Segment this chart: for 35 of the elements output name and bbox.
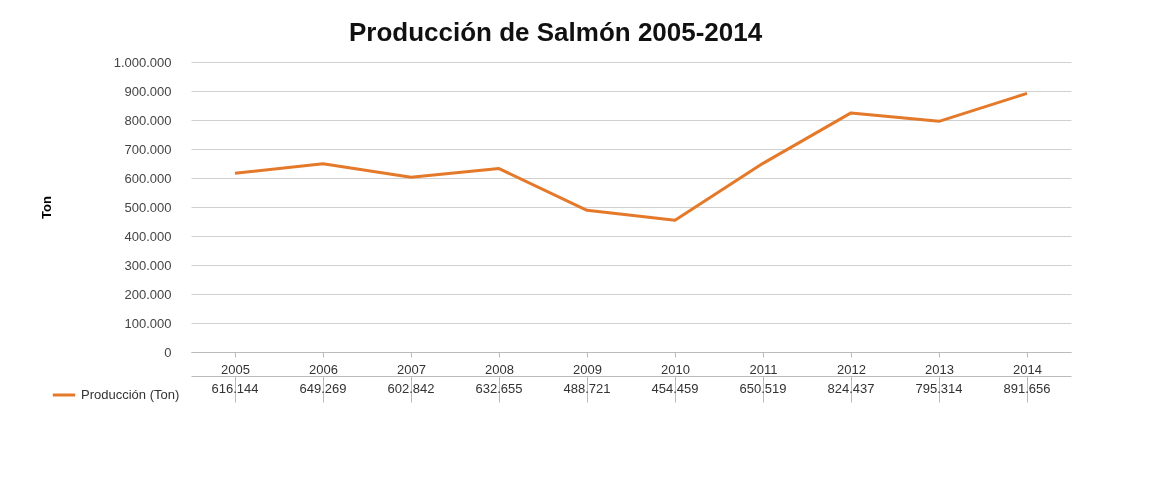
y-axis-title: Ton (38, 196, 54, 219)
x-tick-label: 2011 (749, 361, 778, 377)
chart-title: Producción de Salmón 2005-2014 (348, 17, 763, 47)
data-label: 488.721 (563, 381, 611, 396)
x-tick-label: 2013 (925, 361, 954, 377)
data-label: 650.519 (739, 381, 787, 396)
y-tick-label: 900.000 (124, 83, 172, 99)
y-tick-label: 200.000 (124, 286, 172, 302)
line-series (233, 91, 1029, 222)
data-label: 602.842 (387, 381, 435, 396)
x-tick-label: 2007 (397, 361, 426, 377)
y-tick-label: 0 (164, 344, 172, 360)
x-tick-label: 2006 (309, 361, 338, 377)
data-label: 616.144 (211, 381, 259, 396)
data-label: 824.437 (827, 381, 875, 396)
y-tick-label: 1.000.000 (113, 54, 172, 70)
data-label: 795.314 (915, 381, 963, 396)
y-tick-label: 500.000 (124, 199, 172, 215)
data-label: 649.269 (299, 381, 347, 396)
data-label: 454.459 (651, 381, 699, 396)
data-label: 632.655 (475, 381, 523, 396)
legend-label: Producción (Ton) (81, 387, 180, 402)
y-tick-label: 100.000 (124, 315, 172, 331)
x-tick-label: 2014 (1013, 361, 1042, 377)
y-tick-label: 400.000 (124, 228, 172, 244)
x-tick-label: 2009 (573, 361, 602, 377)
x-tick-label: 2012 (837, 361, 866, 377)
y-tick-label: 800.000 (124, 112, 172, 128)
x-tick-label: 2008 (485, 361, 514, 377)
x-tick-label: 2010 (661, 361, 690, 377)
y-tick-label: 300.000 (124, 257, 172, 273)
x-tick-label: 2005 (221, 361, 250, 377)
data-label: 891.656 (1003, 381, 1051, 396)
y-tick-label: 700.000 (124, 141, 172, 157)
y-tick-label: 600.000 (124, 170, 172, 186)
